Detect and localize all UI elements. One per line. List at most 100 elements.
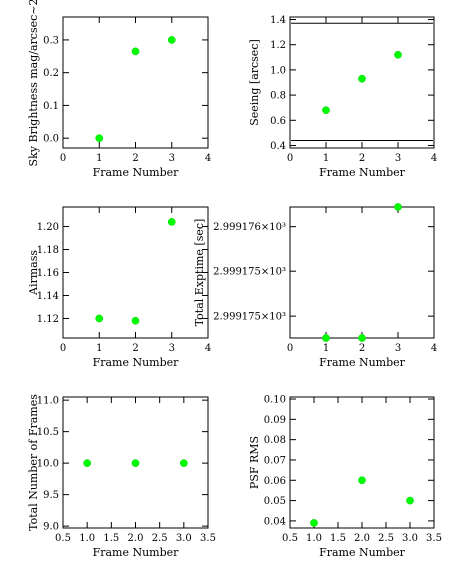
y-tick-label: 0.09 (264, 415, 286, 426)
y-tick-label: 0.6 (270, 116, 286, 127)
y-axis-label: Airmass (27, 250, 40, 296)
data-point (83, 459, 92, 467)
y-tick-label: 0.3 (43, 35, 59, 46)
x-tick-label: 2.5 (378, 533, 394, 544)
y-axis-label: Seeing [arcsec] (248, 39, 261, 126)
data-point (179, 459, 188, 467)
x-tick-label: 0.5 (282, 533, 298, 544)
x-tick-label: 2.0 (354, 533, 370, 544)
x-tick-label: 1 (323, 343, 329, 354)
x-tick-label: 2 (132, 153, 138, 164)
y-tick-label: 1.16 (37, 268, 59, 279)
chart-panel-1: 0 1 2 3 4 0.0 0.1 0.2 0.3 Frame Number Sky Brightn… (27, 0, 211, 179)
x-tick-label: 3.0 (176, 533, 192, 544)
x-tick-label: 4 (431, 153, 437, 164)
data-point (131, 459, 140, 467)
y-tick-label: 1.18 (37, 245, 59, 256)
y-tick-label: 0.2 (43, 68, 59, 79)
x-tick-label: 1.5 (103, 533, 119, 544)
x-tick-label: 1.5 (330, 533, 346, 544)
chart-panel-2: 0 1 2 3 4 0.4 0.6 0.8 1.0 1.2 1.4 Frame Number Seein… (248, 15, 437, 179)
y-tick-label: 2.999175×10³ (213, 267, 286, 278)
plot-frame (289, 206, 435, 339)
y-tick-label: 10.5 (37, 427, 59, 438)
data-point (95, 314, 104, 323)
x-tick-label: 2 (359, 343, 365, 354)
x-axis-label: Frame Number (319, 166, 406, 179)
data-point (131, 47, 140, 56)
x-tick-label: 4 (205, 343, 211, 354)
x-axis-label: Frame Number (319, 356, 406, 369)
y-tick-label: 0.05 (264, 496, 286, 507)
y-tick-label: 1.0 (270, 65, 286, 76)
data-point (358, 74, 366, 83)
y-tick-label: 1.2 (270, 40, 286, 51)
x-axis-label: Frame Number (93, 546, 180, 559)
chart-panel-4: 0 1 2 3 4 2.999175×10³ 2.999175×10³ 2.999176×10… (193, 203, 437, 369)
x-tick-label: 0 (60, 153, 66, 164)
chart-panel-5: 0.5 1.0 1.5 2.0 2.5 3.0 3.5 9.0 9.5 10.0 10.5 11.0 F… (27, 394, 216, 559)
plot-frame (289, 396, 435, 529)
y-tick-label: 0.10 (264, 395, 286, 406)
data-point (394, 203, 402, 211)
y-tick-label: 0.04 (264, 516, 286, 527)
y-tick-label: 0.0 (43, 134, 59, 145)
x-tick-label: 0 (60, 343, 66, 354)
x-axis-label: Frame Number (93, 166, 180, 179)
data-point (358, 334, 366, 342)
data-point (394, 50, 402, 59)
x-tick-label: 0 (287, 153, 293, 164)
y-tick-label: 0.8 (270, 91, 286, 102)
data-point (322, 106, 330, 115)
data-point (406, 496, 414, 505)
data-point (131, 316, 140, 325)
x-tick-label: 3.5 (426, 533, 442, 544)
y-tick-label: 0.06 (264, 476, 286, 487)
y-tick-label: 0.4 (270, 141, 286, 152)
x-tick-label: 1 (96, 153, 102, 164)
x-tick-label: 1.0 (79, 533, 95, 544)
data-point (322, 334, 330, 342)
data-point (358, 476, 366, 485)
y-tick-label: 2.999176×10³ (213, 222, 286, 233)
x-tick-label: 0.5 (55, 533, 71, 544)
x-axis-label: Frame Number (319, 546, 406, 559)
x-tick-label: 4 (431, 343, 437, 354)
y-tick-label: 9.0 (43, 522, 59, 533)
x-tick-label: 4 (205, 153, 211, 164)
y-tick-label: 9.5 (43, 490, 59, 501)
y-axis-label: Sky Brightness mag/arcsec~2 (27, 0, 40, 166)
x-tick-label: 1 (96, 343, 102, 354)
x-tick-label: 1 (323, 153, 329, 164)
x-tick-label: 2 (359, 153, 365, 164)
x-tick-label: 3 (169, 343, 175, 354)
y-tick-label: 0.08 (264, 435, 286, 446)
x-tick-label: 2.0 (128, 533, 144, 544)
y-axis-label: PSF RMS (248, 436, 261, 489)
x-tick-label: 3.0 (402, 533, 418, 544)
y-tick-label: 0.07 (264, 455, 286, 466)
y-axis-label: Total Number of Frames (27, 394, 40, 531)
y-tick-label: 1.14 (37, 291, 59, 302)
y-tick-label: 11.0 (37, 396, 59, 407)
x-tick-label: 3 (395, 153, 401, 164)
x-axis-label: Frame Number (93, 356, 180, 369)
x-tick-label: 3 (169, 153, 175, 164)
x-tick-label: 3 (395, 343, 401, 354)
x-tick-label: 0 (287, 343, 293, 354)
data-point (167, 218, 176, 226)
y-tick-label: 1.4 (270, 15, 286, 26)
y-tick-label: 10.0 (37, 459, 59, 470)
y-tick-label: 2.999175×10³ (213, 312, 286, 323)
y-tick-label: 1.20 (37, 222, 59, 233)
y-axis-label: Total Exptime [sec] (193, 219, 206, 327)
x-tick-label: 2.5 (152, 533, 168, 544)
data-point (310, 519, 318, 527)
y-tick-label: 1.12 (37, 314, 59, 325)
data-point (95, 134, 104, 143)
x-tick-label: 3.5 (200, 533, 216, 544)
x-tick-label: 2 (132, 343, 138, 354)
data-point (167, 36, 176, 44)
x-tick-label: 1.0 (306, 533, 322, 544)
